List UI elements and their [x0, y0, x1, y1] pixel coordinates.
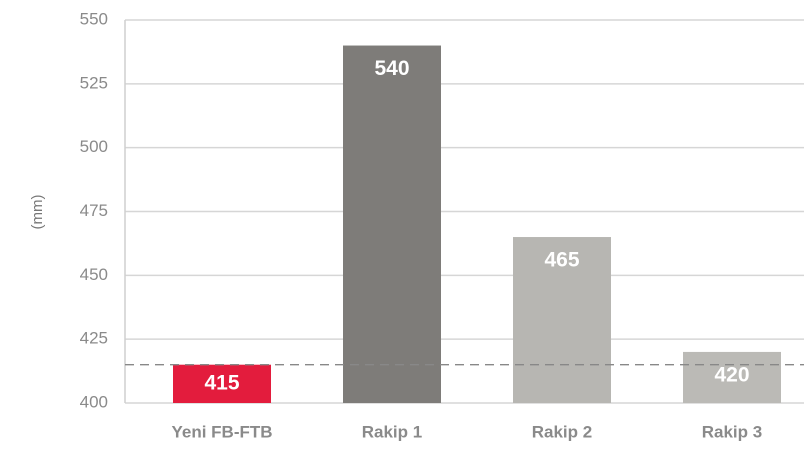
value-label: 420: [714, 363, 749, 386]
y-tick-label: 500: [80, 137, 108, 156]
value-label: 540: [374, 57, 409, 80]
y-axis-label: (mm): [29, 195, 46, 230]
x-tick-label: Rakip 1: [362, 422, 422, 441]
bar: [173, 364, 271, 403]
y-tick-label: 550: [80, 9, 108, 28]
x-tick-label: Yeni FB-FTB: [171, 422, 272, 441]
value-label: 415: [204, 371, 239, 394]
y-tick-label: 525: [80, 73, 108, 92]
x-tick-label: Rakip 3: [702, 422, 762, 441]
bar: [683, 351, 781, 403]
bar: [343, 45, 441, 404]
y-tick-label: 450: [80, 265, 108, 284]
x-tick-label: Rakip 2: [532, 422, 592, 441]
y-tick-label: 425: [80, 329, 108, 348]
y-tick-label: 475: [80, 201, 108, 220]
bar: [513, 237, 611, 403]
value-label: 465: [544, 249, 579, 272]
y-tick-label: 400: [80, 392, 108, 411]
